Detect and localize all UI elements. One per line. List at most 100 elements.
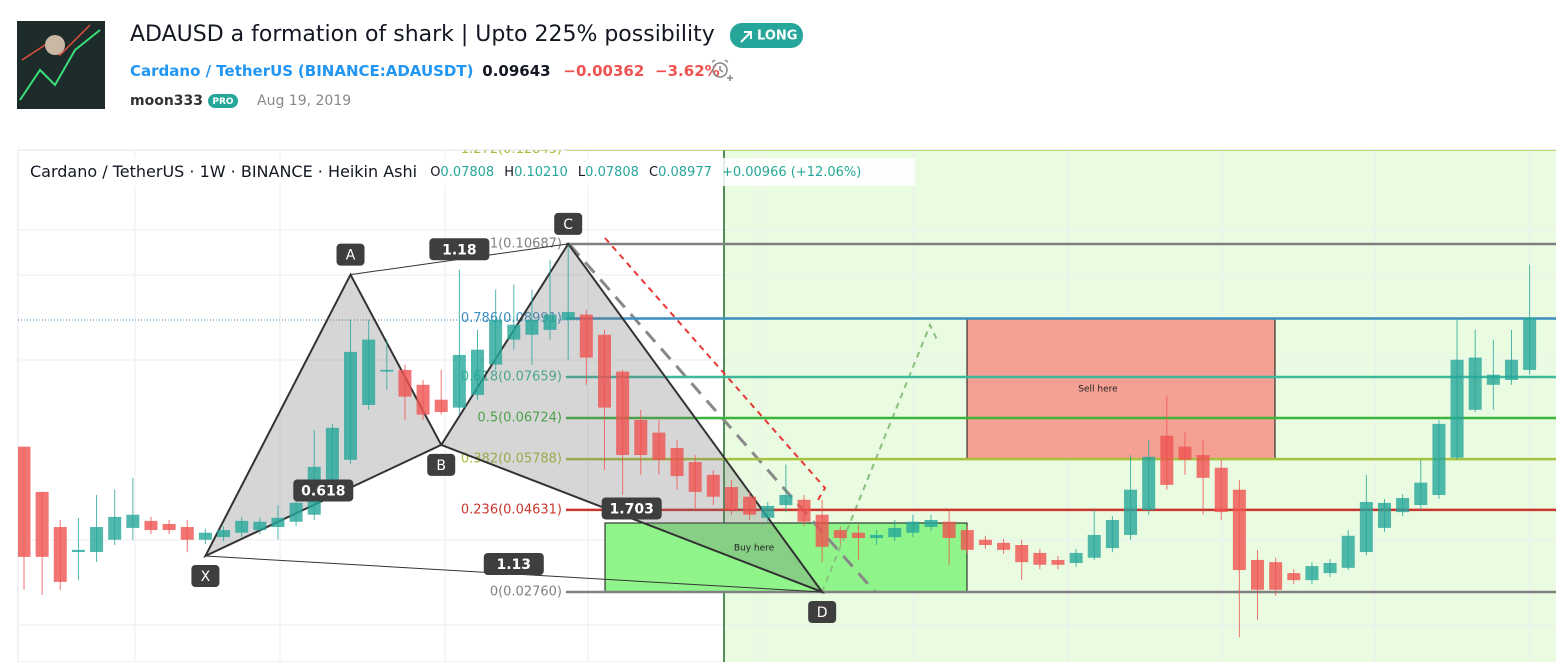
candle-body <box>1468 357 1482 410</box>
sell-label: Sell here <box>1078 385 1118 395</box>
candle-body <box>888 527 902 538</box>
candle-body <box>1504 359 1518 380</box>
ratio-label: 0.618 <box>301 483 345 499</box>
candle-body <box>416 384 430 415</box>
buy-label: Buy here <box>734 544 775 554</box>
point-label: B <box>436 458 446 474</box>
ohlc-key: L <box>578 165 586 180</box>
candle-body <box>1178 446 1192 460</box>
ratio-tag <box>293 479 354 502</box>
candle-body <box>706 474 720 497</box>
candle-body <box>253 521 267 531</box>
candle-body <box>579 314 593 358</box>
ohlc-key: H <box>504 165 514 180</box>
ratio-tag <box>483 552 544 575</box>
legend: Cardano / TetherUS · 1W · BINANCE · Heik… <box>30 162 861 181</box>
candle-body <box>217 530 231 538</box>
candle-body <box>452 354 466 408</box>
long-badge <box>730 23 803 48</box>
candle-body <box>743 496 757 515</box>
candle-body <box>90 527 104 553</box>
author[interactable]: moon333 <box>130 93 203 109</box>
candle-body <box>162 523 176 531</box>
candle-body <box>1069 552 1083 564</box>
candle-body <box>1232 489 1246 571</box>
candle-body <box>924 519 938 528</box>
ohlc-key: O <box>430 165 440 180</box>
candle-body <box>489 319 503 365</box>
point-label: D <box>817 605 828 621</box>
point-tag <box>808 600 837 623</box>
candle-body <box>634 419 648 456</box>
candle-body <box>289 502 303 522</box>
point-label: A <box>346 248 356 264</box>
candle-body <box>235 520 249 533</box>
candle-body <box>35 491 49 557</box>
price-change-pct: −3.62% <box>655 62 720 80</box>
ohlc-key: C <box>649 165 658 180</box>
candle-body <box>851 532 865 538</box>
candle-body <box>761 505 775 518</box>
symbol-code[interactable]: (BINANCE:ADAUSDT) <box>298 62 474 80</box>
ratio-tag <box>429 238 490 261</box>
candle-body <box>380 369 394 372</box>
legend-title: Cardano / TetherUS · 1W · BINANCE · Heik… <box>30 162 417 181</box>
candle-body <box>561 311 575 320</box>
candle-body <box>198 532 212 540</box>
candle-body <box>833 530 847 538</box>
candle-body <box>1287 573 1301 581</box>
symbol-name[interactable]: Cardano / TetherUS <box>130 62 293 80</box>
candle-body <box>325 427 339 490</box>
pro-label: PRO <box>212 97 234 107</box>
candle-body <box>126 514 140 528</box>
candle-body <box>434 399 448 413</box>
candle-body <box>1142 456 1156 510</box>
candle-body <box>18 446 31 557</box>
legend-change: +0.00966 (+12.06%) <box>722 165 861 180</box>
long-label: LONG <box>757 29 797 44</box>
ratio-label: 1.703 <box>610 501 654 517</box>
point-tag <box>554 212 583 235</box>
candle-body <box>471 349 484 395</box>
candle-body <box>1523 317 1537 370</box>
candle-body <box>1124 489 1138 535</box>
candle-body <box>271 517 285 528</box>
buy-zone <box>604 522 968 593</box>
fib-label: 1(0.10687) <box>490 237 562 252</box>
point-label: X <box>201 569 211 585</box>
candle-body <box>1414 482 1428 506</box>
alert-icon[interactable] <box>711 59 733 81</box>
candle-body <box>815 514 829 547</box>
projection-red <box>604 237 827 501</box>
candle-body <box>978 539 992 546</box>
ratio-tag <box>601 497 662 520</box>
candle-body <box>688 462 702 492</box>
candle-body <box>53 527 67 582</box>
candle-body <box>108 516 122 540</box>
candle-body <box>362 339 376 405</box>
ohlc-value: 0.07808 <box>585 165 639 180</box>
price-change: −0.00362 <box>563 62 644 80</box>
candle-body <box>670 448 684 477</box>
avatar <box>17 21 105 109</box>
candle-body <box>1051 559 1065 565</box>
candle-body <box>1396 498 1410 513</box>
projection-green <box>821 322 939 593</box>
sell-zone <box>966 318 1276 460</box>
symbol-line: Cardano / TetherUS (BINANCE:ADAUSDT) 0.0… <box>130 62 720 80</box>
fib-label: 0.5(0.06724) <box>477 410 562 425</box>
candle-body <box>942 521 956 538</box>
candle-body <box>616 371 630 456</box>
candle-body <box>344 351 358 460</box>
candle-body <box>1160 435 1174 485</box>
point-tag <box>191 564 220 587</box>
idea-title: ADAUSD a formation of shark | Upto 225% … <box>130 22 715 47</box>
last-price: 0.09643 <box>482 62 550 80</box>
candle-body <box>997 542 1011 550</box>
candle-body <box>1341 535 1355 568</box>
fib-label: 1.272(0.12843) <box>461 142 562 157</box>
candle-body <box>1105 519 1119 549</box>
candle-body <box>870 534 884 538</box>
